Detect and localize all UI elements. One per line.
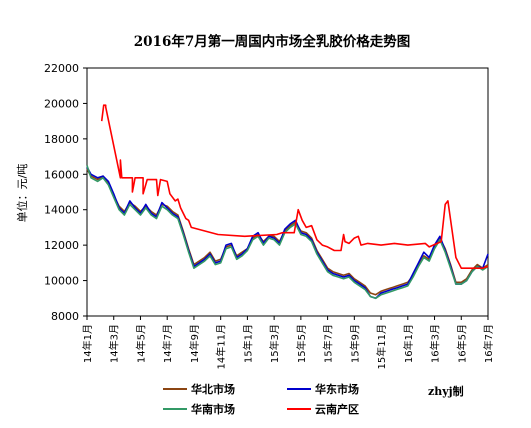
series-line-3 bbox=[86, 165, 489, 300]
y-tick-label: 20000 bbox=[44, 97, 79, 110]
y-tick-label: 22000 bbox=[44, 62, 79, 75]
y-tick-label: 12000 bbox=[44, 239, 79, 252]
x-tick-label: 14年7月 bbox=[161, 324, 174, 363]
x-tick-label: 15年1月 bbox=[241, 324, 254, 363]
plot-border bbox=[86, 67, 489, 317]
series-line-2 bbox=[86, 166, 489, 300]
x-tick-label: 14年3月 bbox=[108, 324, 121, 363]
x-tick-label: 15年3月 bbox=[268, 324, 281, 363]
plot-area bbox=[86, 67, 489, 317]
y-tick-label: 8000 bbox=[51, 310, 79, 323]
y-tick-label: 16000 bbox=[44, 168, 79, 181]
y-tick-label: 14000 bbox=[44, 204, 79, 217]
x-tick-label: 14年11月 bbox=[215, 324, 228, 369]
y-tick-label: 10000 bbox=[44, 275, 79, 288]
x-tick-label: 14年1月 bbox=[81, 324, 94, 363]
x-tick-label: 14年9月 bbox=[188, 324, 201, 363]
x-axis: 14年1月 14年3月 14年5月 14年7月 14年9月 14年11月 15年1月 15年3… bbox=[81, 316, 495, 369]
series-line-4 bbox=[100, 104, 489, 269]
legend-label: 华南市场 bbox=[191, 402, 235, 416]
x-tick-label: 16年7月 bbox=[482, 324, 495, 363]
series-layer bbox=[86, 104, 489, 300]
x-tick-label: 15年5月 bbox=[295, 324, 308, 363]
x-tick-label: 16年3月 bbox=[429, 324, 442, 363]
legend-label: 云南产区 bbox=[315, 402, 359, 416]
chart-credit: zhyj制 bbox=[428, 384, 464, 398]
chart-title: 2016年7月第一周国内市场全乳胶价格走势图 bbox=[134, 33, 410, 50]
x-tick-label: 16年1月 bbox=[402, 324, 415, 363]
series-line-1 bbox=[86, 168, 489, 296]
x-tick-label: 16年5月 bbox=[455, 324, 468, 363]
y-axis: 8000 10000 12000 14000 16000 18000 20000 22000 bbox=[44, 62, 87, 323]
y-tick-label: 18000 bbox=[44, 133, 79, 146]
x-tick-label: 14年5月 bbox=[134, 324, 147, 363]
y-axis-label: 单位：元/吨 bbox=[15, 164, 29, 223]
x-tick-label: 15年11月 bbox=[375, 324, 388, 369]
legend-label: 华北市场 bbox=[191, 382, 235, 396]
x-tick-label: 15年9月 bbox=[348, 324, 361, 363]
legend-label: 华东市场 bbox=[315, 382, 359, 396]
x-tick-label: 15年7月 bbox=[322, 324, 335, 363]
